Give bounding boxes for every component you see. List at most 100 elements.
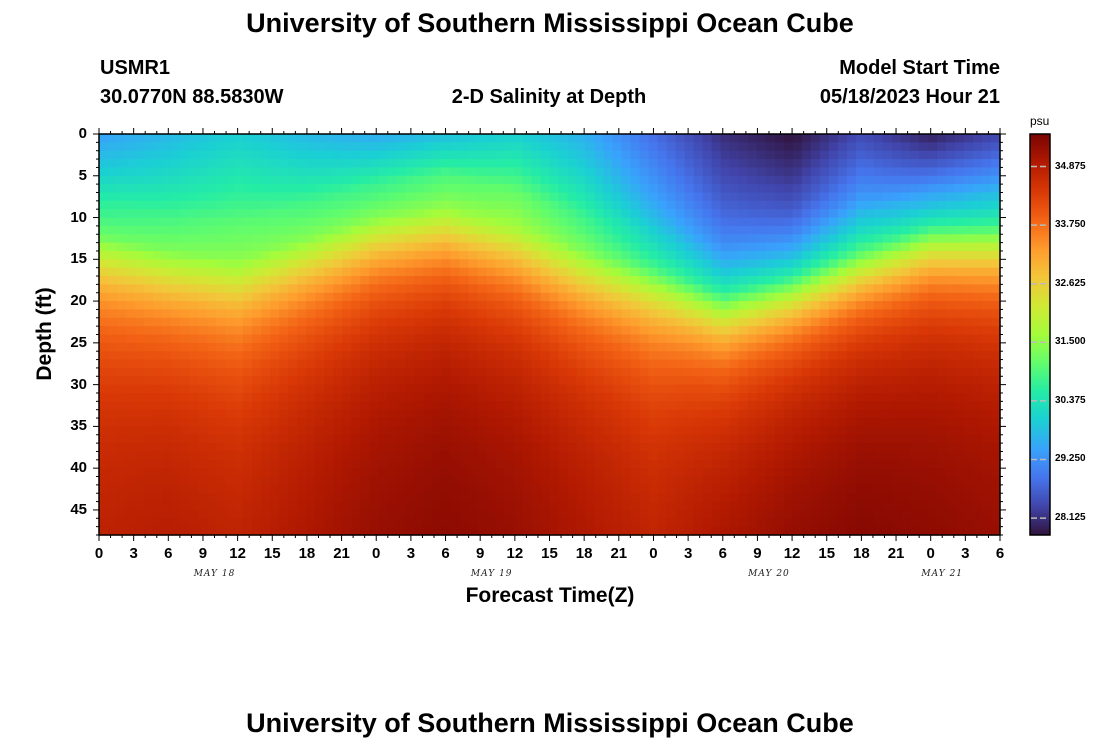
heatmap-cell (279, 134, 289, 143)
heatmap-cell (909, 459, 920, 469)
heatmap-cell (747, 150, 758, 160)
heatmap-cell (810, 459, 821, 469)
heatmap-cell (342, 167, 352, 177)
heatmap-cell (234, 434, 244, 444)
heatmap-cell (648, 250, 659, 260)
heatmap-cell (279, 159, 289, 169)
heatmap-cell (441, 476, 451, 486)
heatmap-cell (135, 334, 145, 344)
heatmap-cell (270, 217, 280, 227)
heatmap-cell (387, 518, 397, 528)
heatmap-cell (954, 284, 965, 294)
heatmap-cell (603, 292, 614, 302)
heatmap-cell (684, 468, 695, 478)
heatmap-cell (666, 276, 677, 285)
heatmap-cell (144, 317, 154, 327)
heatmap-cell (486, 326, 497, 336)
heatmap-cell (108, 309, 118, 319)
heatmap-cell (873, 509, 884, 519)
heatmap-cell (657, 209, 668, 219)
heatmap-cell (189, 443, 199, 453)
heatmap-cell (522, 476, 533, 486)
heatmap-cell (891, 476, 902, 486)
heatmap-cell (576, 217, 587, 227)
heatmap-cell (576, 501, 587, 511)
heatmap-cell (783, 359, 794, 369)
heatmap-cell (963, 259, 974, 269)
heatmap-cell (621, 225, 632, 235)
heatmap-cell (378, 376, 388, 386)
heatmap-cell (369, 426, 379, 436)
heatmap-cell (927, 493, 938, 503)
heatmap-cell (738, 426, 749, 436)
heatmap-cell (801, 225, 812, 235)
heatmap-cell (801, 443, 812, 453)
heatmap-cell (873, 434, 884, 444)
heatmap-cell (315, 426, 325, 436)
heatmap-cell (963, 484, 974, 494)
heatmap-cell (126, 200, 136, 210)
heatmap-cell (432, 376, 442, 386)
heatmap-cell (216, 209, 226, 219)
heatmap-cell (621, 501, 632, 511)
heatmap-cell (396, 259, 406, 269)
heatmap-cell (711, 501, 722, 511)
heatmap-cell (279, 484, 289, 494)
heatmap-cell (675, 476, 686, 486)
heatmap-cell (756, 217, 767, 227)
heatmap-cell (549, 334, 560, 344)
heatmap-cell (702, 443, 713, 453)
heatmap-cell (117, 476, 127, 486)
heatmap-cell (378, 501, 388, 511)
heatmap-cell (918, 451, 929, 461)
heatmap-cell (171, 451, 181, 461)
heatmap-cell (522, 376, 533, 386)
heatmap-cell (441, 209, 451, 219)
heatmap-cell (360, 359, 370, 369)
heatmap-cell (765, 259, 776, 269)
heatmap-cell (747, 234, 758, 244)
heatmap-cell (846, 384, 857, 394)
heatmap-cell (819, 292, 830, 302)
heatmap-cell (513, 392, 524, 402)
heatmap-cell (459, 334, 470, 344)
heatmap-cell (873, 259, 884, 269)
heatmap-cell (963, 292, 974, 302)
heatmap-cell (126, 459, 136, 469)
heatmap-cell (909, 217, 920, 227)
heatmap-cell (135, 509, 145, 519)
heatmap-cell (711, 451, 722, 461)
heatmap-cell (225, 267, 235, 277)
heatmap-cell (234, 175, 244, 185)
heatmap-cell (990, 317, 1001, 327)
heatmap-cell (414, 384, 424, 394)
heatmap-cell (108, 409, 118, 419)
heatmap-cell (144, 443, 154, 453)
heatmap-cell (333, 392, 343, 402)
heatmap-cell (594, 476, 605, 486)
heatmap-cell (774, 150, 785, 160)
heatmap-cell (648, 409, 659, 419)
heatmap-cell (603, 468, 614, 478)
heatmap-cell (297, 225, 307, 235)
heatmap-cell (783, 326, 794, 336)
heatmap-cell (414, 426, 424, 436)
heatmap-cell (504, 292, 515, 302)
heatmap-cell (900, 200, 911, 210)
heatmap-cell (819, 459, 830, 469)
heatmap-cell (171, 501, 181, 511)
heatmap-cell (810, 418, 821, 427)
heatmap-cell (351, 384, 361, 394)
heatmap-cell (531, 418, 542, 427)
heatmap-cell (477, 150, 488, 160)
heatmap-cell (927, 459, 938, 469)
heatmap-cell (315, 384, 325, 394)
heatmap-cell (342, 451, 352, 461)
heatmap-cell (747, 309, 758, 319)
heatmap-cell (414, 326, 424, 336)
heatmap-cell (234, 134, 244, 143)
heatmap-cell (378, 225, 388, 235)
heatmap-cell (297, 468, 307, 478)
heatmap-cell (549, 267, 560, 277)
heatmap-cell (459, 376, 470, 386)
